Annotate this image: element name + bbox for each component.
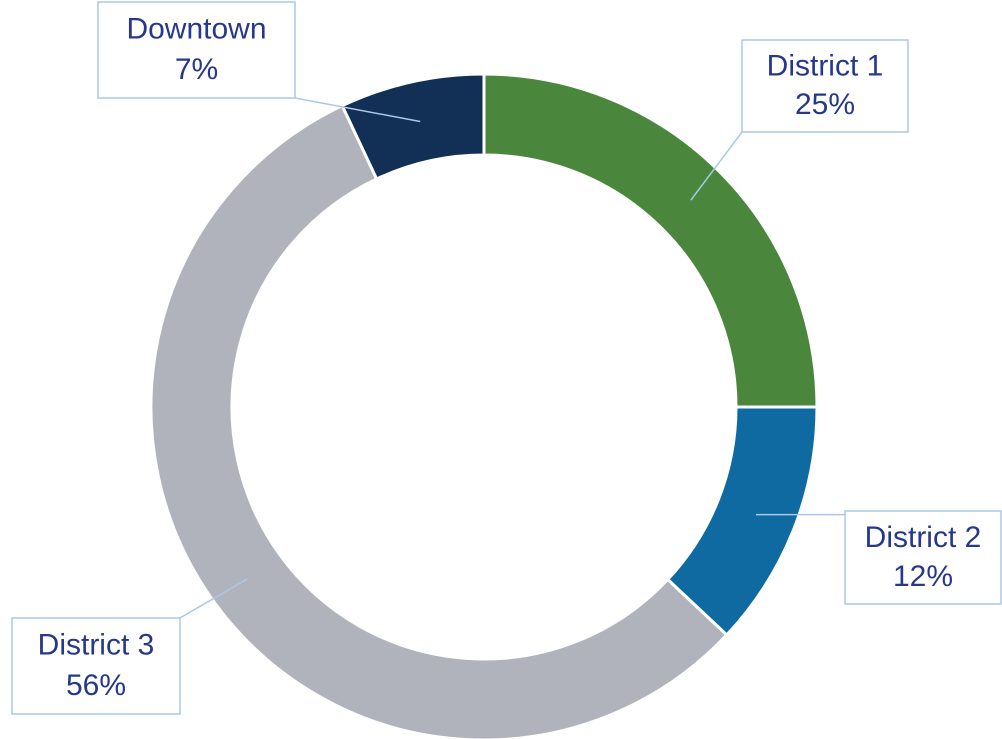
slice-label: District 2 <box>865 521 982 554</box>
value-label: 25% <box>795 88 855 121</box>
label-box <box>11 617 181 715</box>
label-box <box>741 39 909 133</box>
value-label: 12% <box>893 560 953 593</box>
slice-label: Downtown <box>126 13 266 46</box>
label-box <box>844 510 1002 605</box>
leader-line <box>690 131 743 201</box>
leader-line <box>179 578 248 619</box>
donut-slice <box>482 72 819 409</box>
slice-label: District 1 <box>767 50 884 83</box>
value-label: 56% <box>66 669 126 702</box>
donut-slice <box>340 72 486 181</box>
slice-label: District 3 <box>38 629 155 662</box>
label-box <box>97 1 296 99</box>
donut-slice <box>149 103 729 739</box>
value-label: 7% <box>175 53 218 86</box>
leader-line <box>294 97 421 123</box>
